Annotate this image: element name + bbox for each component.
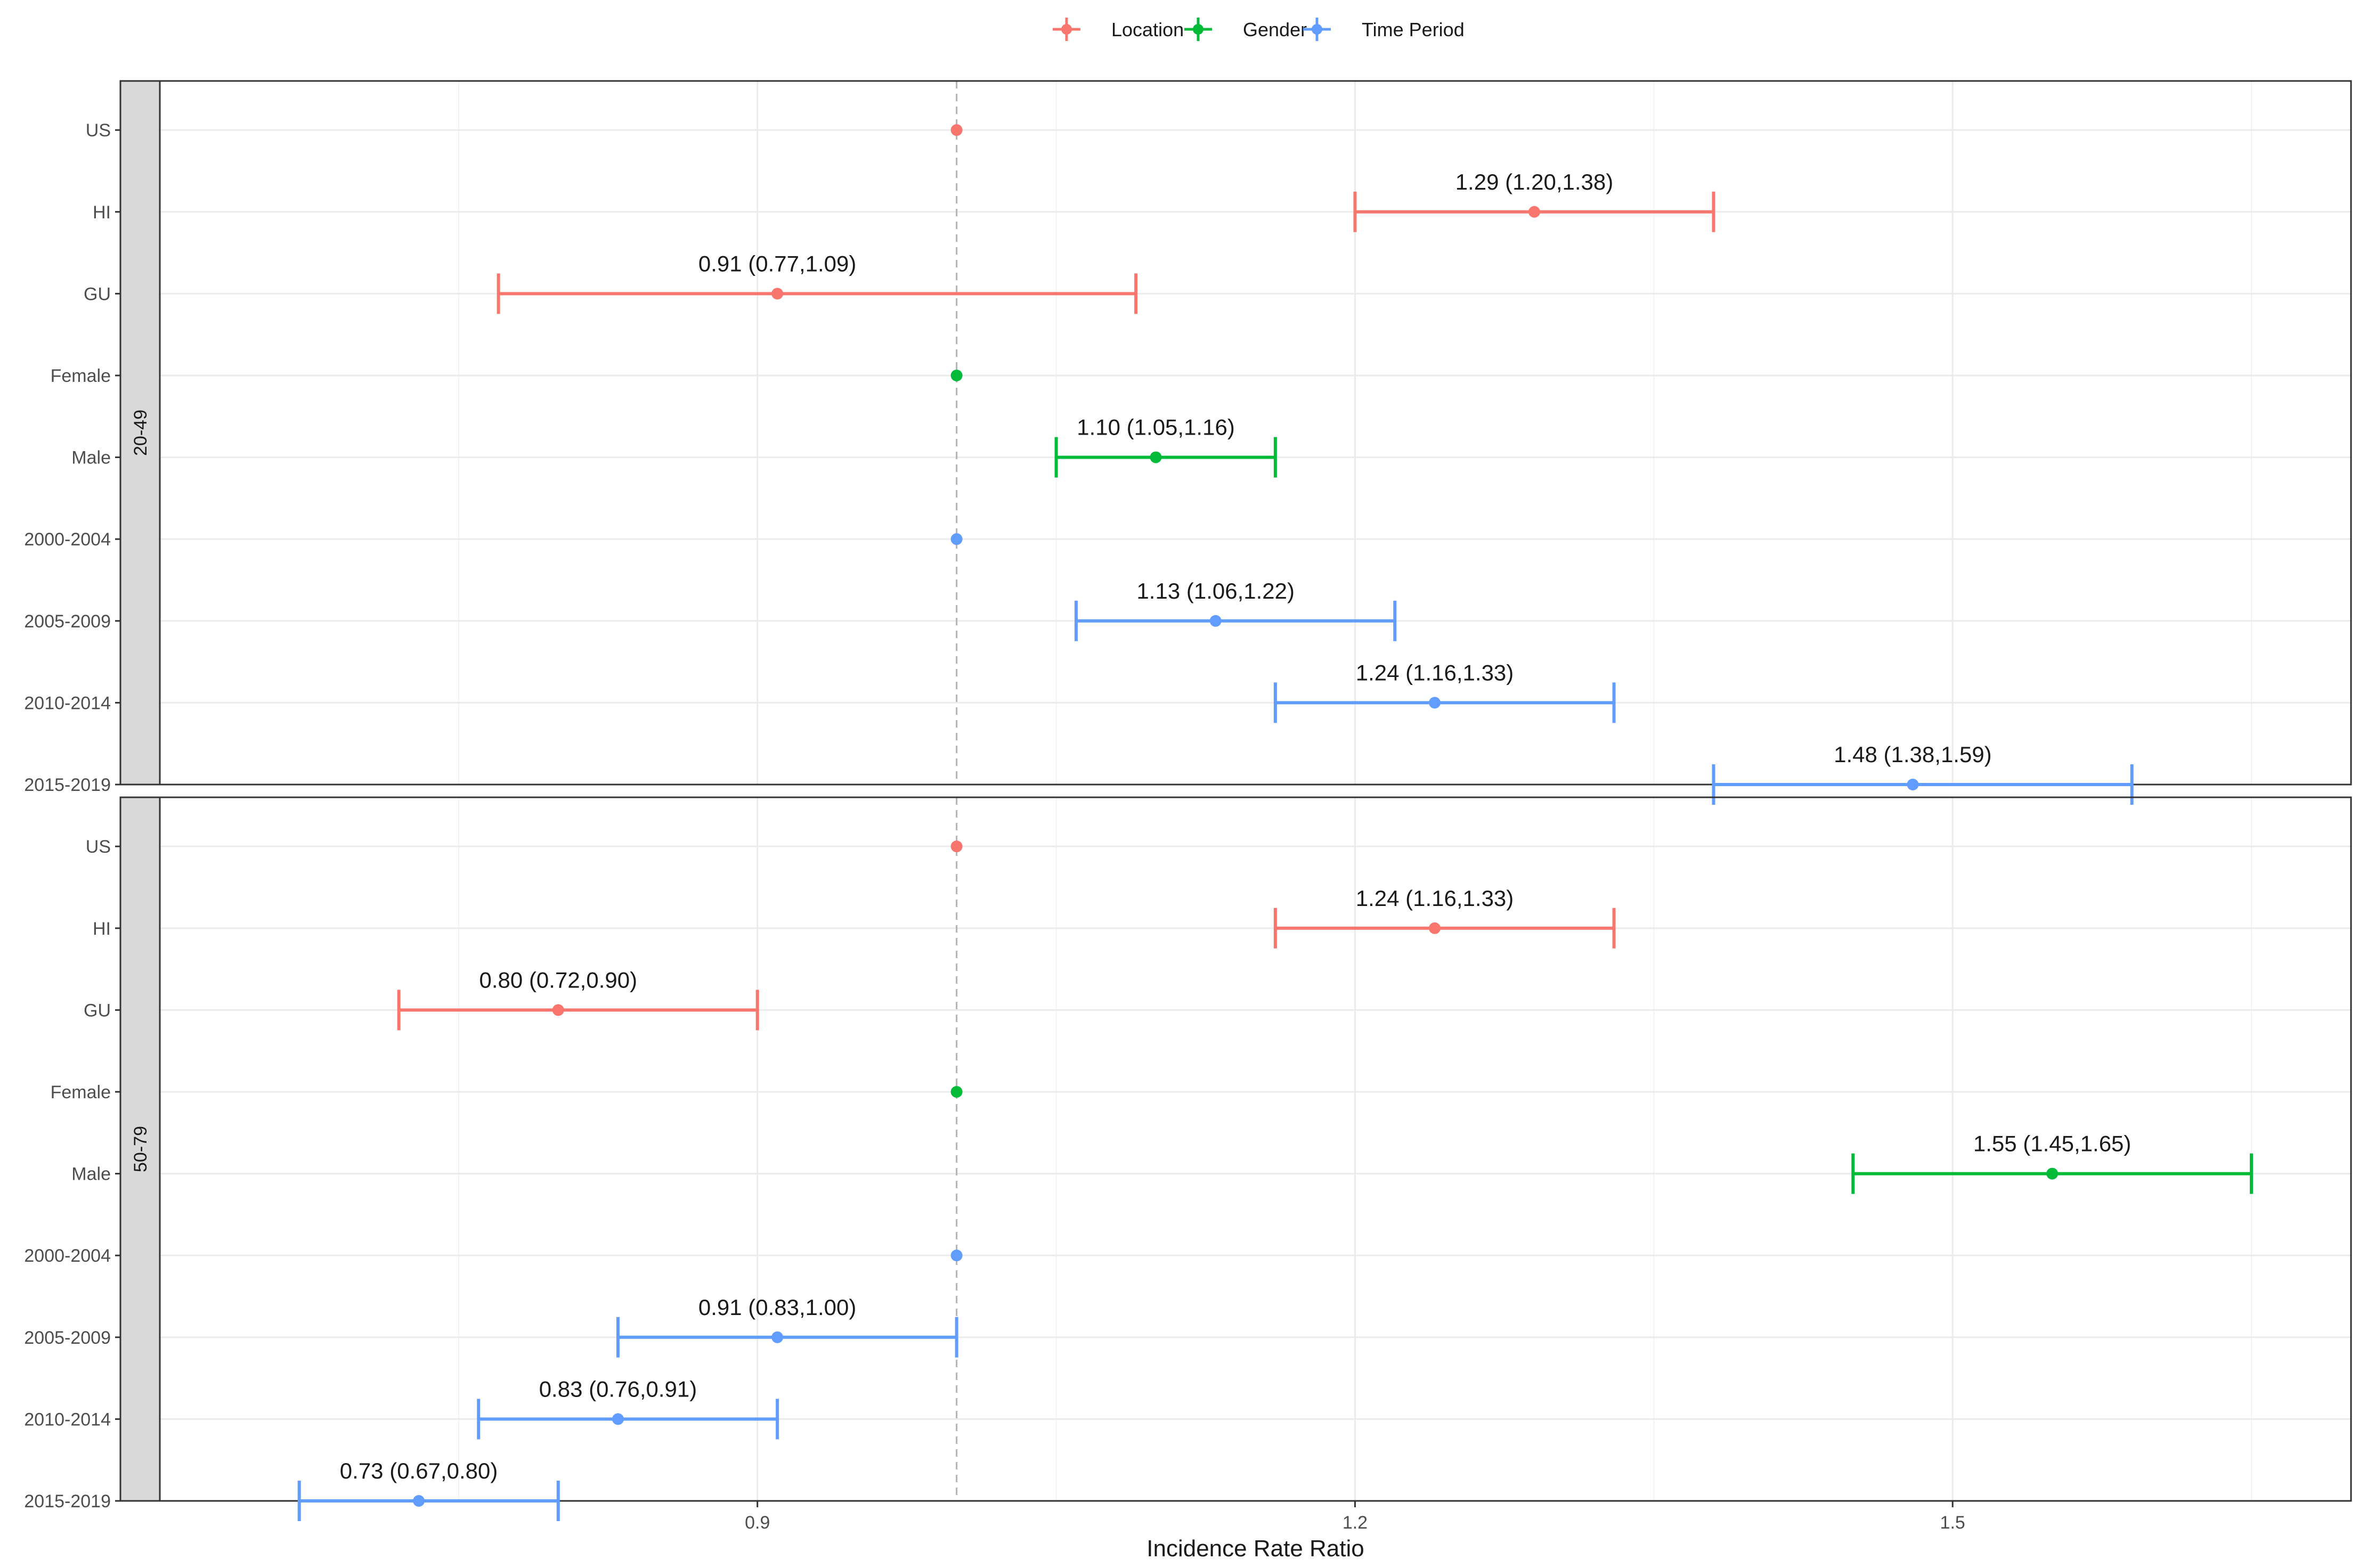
panel-50-79: 50-79 US HI GU Female Male 2000-2004 2005-2009 2… [24, 796, 2352, 1521]
strip-background [119, 796, 161, 1502]
estimate-label: 1.29 (1.20,1.38) [1455, 169, 1614, 194]
legend-key-point [1193, 24, 1203, 35]
point-estimate [1429, 697, 1441, 709]
y-tick-label: 2015-2019 [24, 1491, 111, 1512]
row-2015-2019: 1.48 (1.38,1.59) [1712, 742, 2134, 805]
legend-key-point [1312, 24, 1322, 35]
y-tick-label: GU [84, 284, 111, 304]
row-gu: 0.80 (0.72,0.90) [397, 967, 759, 1031]
legend-key-point [1061, 24, 1072, 35]
estimate-label: 0.91 (0.77,1.09) [698, 251, 857, 276]
estimate-label: 0.91 (0.83,1.00) [698, 1295, 857, 1320]
y-tick-label: 2015-2019 [24, 775, 111, 795]
point-estimate [1150, 451, 1162, 463]
point-estimate [1429, 922, 1441, 934]
strip-background [119, 80, 161, 786]
row-2010-2014: 1.24 (1.16,1.33) [1273, 660, 1616, 723]
row-2015-2019: 0.73 (0.67,0.80) [297, 1458, 560, 1521]
point-estimate [1907, 779, 1919, 790]
row-female [950, 369, 963, 381]
y-tick-label: 2005-2009 [24, 611, 111, 632]
legend-item-location: Location [1053, 18, 1184, 41]
panel-border [159, 80, 2352, 786]
row-gu: 0.91 (0.77,1.09) [497, 251, 1138, 314]
row-2005-2009: 1.13 (1.06,1.22) [1074, 578, 1397, 641]
legend-label: Time Period [1362, 19, 1465, 40]
panel-border [159, 796, 2352, 1502]
y-tick-label: Female [51, 1082, 111, 1102]
estimate-label: 1.10 (1.05,1.16) [1077, 415, 1235, 440]
row-us [950, 840, 963, 853]
row-male: 1.55 (1.45,1.65) [1851, 1131, 2254, 1194]
row-male: 1.10 (1.05,1.16) [1054, 415, 1277, 478]
row-us [950, 124, 963, 136]
estimate-label: 0.80 (0.72,0.90) [479, 967, 638, 992]
row-2010-2014: 0.83 (0.76,0.91) [477, 1376, 779, 1440]
point-estimate [771, 288, 784, 300]
point-estimate [612, 1413, 624, 1425]
y-tick-label: 2000-2004 [24, 529, 111, 550]
y-tick-label: US [86, 837, 111, 857]
estimate-label: 0.73 (0.67,0.80) [340, 1458, 498, 1483]
legend-label: Gender [1243, 19, 1307, 40]
x-axis: 0.9 1.2 1.5 Incidence Rate Ratio [745, 1501, 1965, 1562]
point-estimate [950, 369, 963, 381]
y-tick-label: GU [84, 1000, 111, 1020]
x-axis-title: Incidence Rate Ratio [1146, 1536, 1364, 1562]
x-tick-label: 1.5 [1940, 1513, 1965, 1533]
strip-label: 50-79 [131, 1126, 151, 1172]
y-tick-label: 2010-2014 [24, 1409, 111, 1430]
x-tick-label: 1.2 [1343, 1513, 1368, 1533]
row-hi: 1.24 (1.16,1.33) [1273, 886, 1616, 949]
estimate-label: 1.13 (1.06,1.22) [1136, 578, 1295, 603]
point-estimate [2046, 1167, 2059, 1180]
point-estimate [552, 1004, 564, 1016]
panel-20-49: 20-49 US HI GU Female Male 2000-2004 2005-2009 2… [24, 80, 2352, 805]
y-tick-label: HI [93, 919, 111, 939]
point-estimate [950, 124, 963, 136]
y-tick-label: 2005-2009 [24, 1328, 111, 1348]
row-2000-2004 [950, 533, 963, 545]
estimate-label: 1.24 (1.16,1.33) [1356, 886, 1514, 911]
panels: 20-49 US HI GU Female Male 2000-2004 2005-2009 2… [24, 80, 2352, 1521]
estimate-label: 1.48 (1.38,1.59) [1834, 742, 1992, 767]
point-estimate [413, 1495, 425, 1507]
legend-label: Location [1111, 19, 1184, 40]
y-tick-label: Female [51, 366, 111, 386]
estimate-label: 0.83 (0.76,0.91) [539, 1376, 697, 1401]
y-tick-label: Male [71, 448, 111, 468]
gridlines [160, 81, 2351, 786]
row-hi: 1.29 (1.20,1.38) [1353, 169, 1715, 232]
row-2000-2004 [950, 1250, 963, 1262]
y-tick-label: 2010-2014 [24, 693, 111, 713]
point-estimate [771, 1331, 784, 1343]
row-2005-2009: 0.91 (0.83,1.00) [616, 1295, 958, 1358]
point-estimate [1209, 615, 1222, 627]
point-estimate [950, 533, 963, 545]
y-tick-label: 2000-2004 [24, 1246, 111, 1266]
estimate-label: 1.24 (1.16,1.33) [1356, 660, 1514, 685]
y-tick-label: HI [93, 202, 111, 223]
row-female [950, 1085, 963, 1098]
point-estimate [950, 840, 963, 853]
legend-item-gender: Gender [1184, 18, 1307, 41]
point-estimate [950, 1085, 963, 1098]
y-tick-label: US [86, 120, 111, 141]
point-estimate [1528, 206, 1540, 218]
point-estimate [950, 1250, 963, 1262]
x-tick-label: 0.9 [745, 1513, 770, 1533]
estimate-label: 1.55 (1.45,1.65) [1973, 1131, 2132, 1156]
y-tick-label: Male [71, 1164, 111, 1185]
strip-label: 20-49 [131, 410, 151, 456]
legend-item-time-period: Time Period [1303, 18, 1465, 41]
legend: Location Gender Time Period [1053, 18, 1465, 41]
